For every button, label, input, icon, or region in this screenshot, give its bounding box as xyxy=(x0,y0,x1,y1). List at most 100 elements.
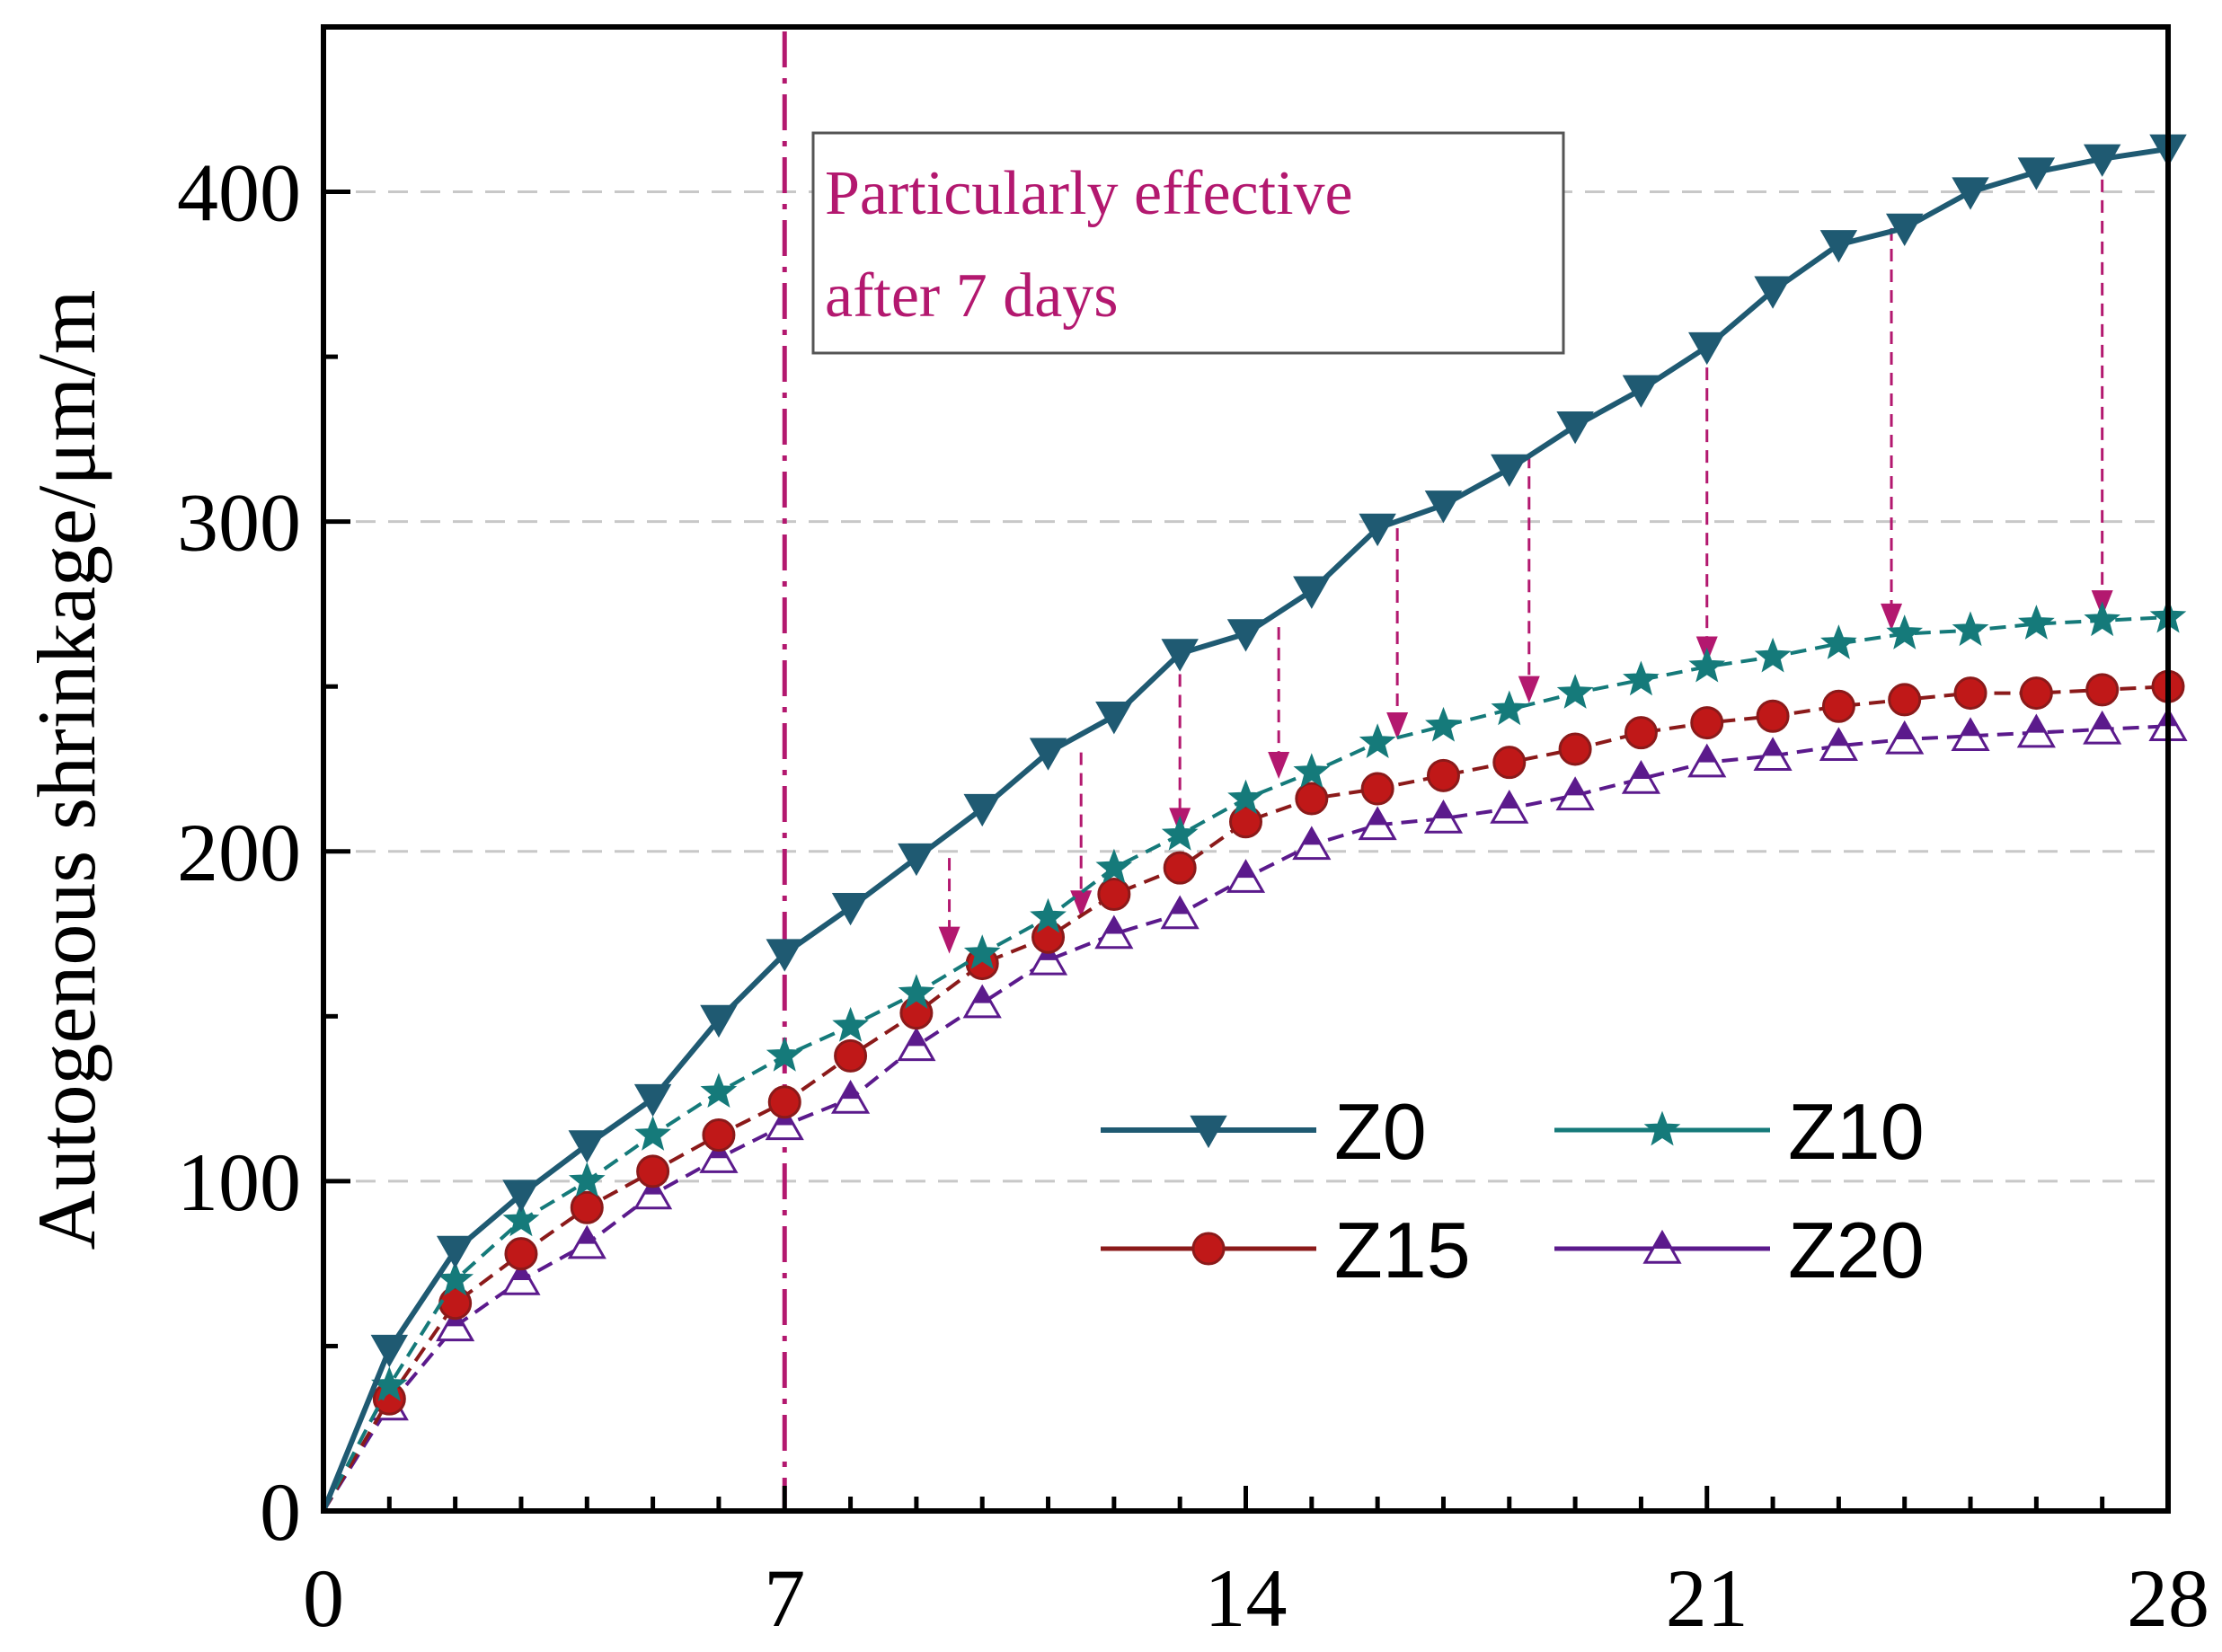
point-Z20-x4 xyxy=(567,1224,606,1259)
point-Z20-x14-fill xyxy=(1236,861,1255,879)
legend-item-Z15: Z15 xyxy=(1101,1206,1471,1294)
legend-item-Z20: Z20 xyxy=(1554,1206,1925,1294)
y-tick-label-100: 100 xyxy=(177,1136,301,1228)
point-Z0-x20 xyxy=(1622,375,1660,408)
point-Z10-x14 xyxy=(1227,779,1264,815)
legend-item-Z0: Z0 xyxy=(1101,1087,1427,1176)
point-Z20-x18 xyxy=(1490,789,1529,824)
point-Z0-x18 xyxy=(1491,454,1528,487)
x-tick-label-28: 28 xyxy=(2127,1552,2209,1644)
point-Z0-x6 xyxy=(700,1004,738,1038)
point-Z0-x21 xyxy=(1688,331,1726,366)
point-Z0-x11 xyxy=(1029,738,1067,771)
point-Z10-x9 xyxy=(898,974,935,1009)
point-Z0-x9 xyxy=(898,843,935,877)
point-Z20-x10 xyxy=(962,984,1002,1019)
y-tick-label-0: 0 xyxy=(260,1466,301,1558)
point-Z10-x22 xyxy=(1754,637,1792,673)
y-tick-label-300: 300 xyxy=(177,477,301,569)
point-Z15-x5 xyxy=(636,1154,670,1188)
point-Z20-x16-fill xyxy=(1368,808,1387,826)
point-Z10-x11 xyxy=(1030,897,1067,933)
y-tick-label-400: 400 xyxy=(177,147,301,239)
point-Z20-x20-fill xyxy=(1632,762,1651,780)
point-Z20-x12-fill xyxy=(1104,917,1124,934)
point-Z0-x2 xyxy=(436,1235,474,1269)
x-tick-label-21: 21 xyxy=(1666,1552,1748,1644)
point-Z15-x21 xyxy=(1690,706,1724,740)
series-line-Z15 xyxy=(322,685,2169,1513)
point-Z10-x5 xyxy=(634,1116,671,1151)
annotation-text-line1: Particularly effective xyxy=(825,159,1353,228)
point-Z15-x23 xyxy=(1821,689,1855,723)
point-Z20-x27-fill xyxy=(2093,712,2111,729)
point-Z10-x16 xyxy=(1359,723,1396,758)
point-Z10-x13 xyxy=(1161,815,1199,851)
point-Z0-x24 xyxy=(1885,213,1924,247)
point-Z15-x2 xyxy=(438,1286,473,1321)
reduction-arrow-head-1 xyxy=(1070,890,1093,918)
point-Z10-x8 xyxy=(832,1006,869,1042)
point-Z15-x26 xyxy=(2019,676,2053,711)
point-Z10-x6 xyxy=(700,1073,738,1109)
point-Z20-x22 xyxy=(1753,737,1793,772)
legend-marker-Z15 xyxy=(1191,1232,1226,1266)
point-Z15-x18 xyxy=(1492,746,1527,780)
point-Z15-x12 xyxy=(1097,878,1131,912)
y-axis-title: Autogenous shrinkage/μm/m xyxy=(21,290,112,1250)
point-Z20-x16 xyxy=(1358,806,1397,841)
reduction-arrow-head-4 xyxy=(1386,711,1409,739)
legend-label-Z20: Z20 xyxy=(1788,1206,1925,1294)
point-Z15-x17 xyxy=(1426,758,1460,792)
point-Z20-x8-fill xyxy=(841,1082,860,1100)
point-Z0-x1 xyxy=(370,1334,409,1368)
point-Z15-x19 xyxy=(1558,732,1592,766)
point-Z20-x23-fill xyxy=(1829,729,1848,746)
point-Z20-x12 xyxy=(1094,914,1134,950)
point-Z20-x15-fill xyxy=(1302,828,1322,845)
point-Z0-x8 xyxy=(831,892,870,926)
point-Z0-x14 xyxy=(1226,619,1265,652)
annotation-layer: Particularly effective after 7 days xyxy=(782,31,2113,1511)
point-Z20-x15 xyxy=(1292,826,1332,861)
point-Z10-x17 xyxy=(1425,706,1462,742)
point-Z0-x27 xyxy=(2083,144,2121,177)
legend: Z0 Z10 Z15 Z20 xyxy=(1101,1087,1925,1294)
point-Z20-x27 xyxy=(2083,710,2122,745)
y-axis-ticks: 0 100 200 300 400 xyxy=(177,24,350,1558)
series-Z20 xyxy=(322,707,2188,1513)
point-Z20-x9-fill xyxy=(907,1029,926,1047)
legend-marker-Z0 xyxy=(1190,1115,1227,1149)
point-Z10-x26 xyxy=(2017,605,2055,640)
point-Z15-x7 xyxy=(767,1085,801,1119)
point-Z0-x4 xyxy=(568,1130,606,1163)
point-Z15-x4 xyxy=(570,1190,604,1224)
point-Z0-x5 xyxy=(633,1083,672,1118)
point-Z20-x13 xyxy=(1160,895,1200,930)
annotation-text-line2: after 7 days xyxy=(825,261,1119,331)
legend-marker-Z10 xyxy=(1643,1110,1681,1146)
point-Z20-x14 xyxy=(1226,859,1266,893)
point-Z0-x22 xyxy=(1754,276,1792,309)
point-Z15-x9 xyxy=(899,996,934,1030)
point-Z10-x18 xyxy=(1491,690,1528,726)
legend-label-Z0: Z0 xyxy=(1334,1087,1427,1176)
legend-marker-Z20-fill xyxy=(1652,1232,1672,1249)
legend-marker-Z20 xyxy=(1642,1229,1682,1264)
point-Z0-x7 xyxy=(766,939,803,972)
series-Z10 xyxy=(322,597,2187,1512)
point-Z15-x15 xyxy=(1295,782,1329,816)
point-Z0-x16 xyxy=(1359,513,1396,547)
legend-label-Z15: Z15 xyxy=(1334,1206,1471,1294)
point-Z0-x26 xyxy=(2017,157,2056,190)
point-Z10-x20 xyxy=(1623,660,1660,696)
point-Z20-x26-fill xyxy=(2027,716,2046,733)
point-Z15-x25 xyxy=(1953,676,1987,711)
point-Z20-x13-fill xyxy=(1170,897,1190,914)
point-Z15-x11 xyxy=(1031,920,1066,954)
point-Z20-x21 xyxy=(1687,743,1727,778)
legend-label-Z10: Z10 xyxy=(1788,1087,1925,1176)
point-Z20-x25 xyxy=(1951,717,1990,751)
point-Z15-x8 xyxy=(834,1038,868,1073)
point-Z20-x19-fill xyxy=(1565,779,1585,796)
